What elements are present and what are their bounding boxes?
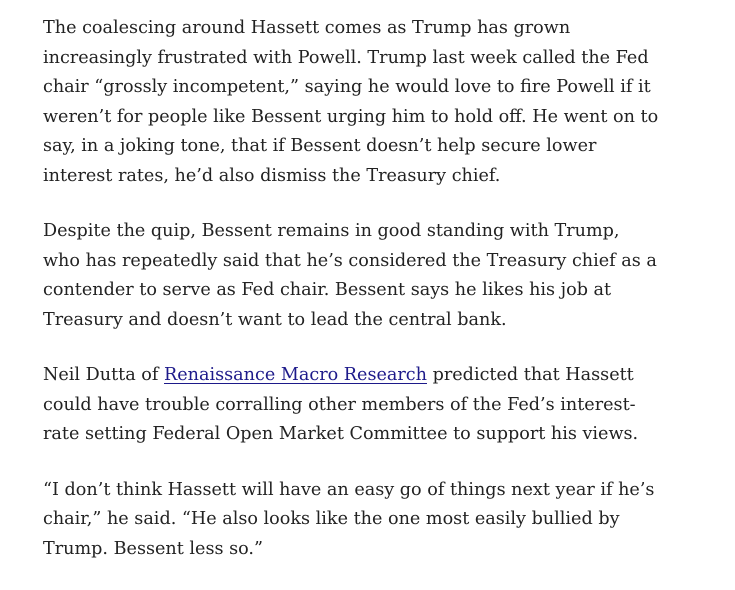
text-line: weren’t for people like Bessent urging h… (43, 106, 659, 127)
text-line: who has repeatedly said that he’s consid… (43, 250, 657, 271)
article-body: The coalescing around Hassett comes as T… (43, 14, 658, 590)
paragraph-3: Neil Dutta of Renaissance Macro Research… (43, 361, 658, 450)
text-after-link: predicted that Hassett (427, 365, 634, 385)
text-line: chair,” he said. “He also looks like the… (43, 509, 620, 529)
text-line: could have trouble corralling other memb… (43, 394, 636, 415)
text-line: Trump. Bessent less so.” (43, 538, 263, 559)
text-line: contender to serve as Fed chair. Bessent… (43, 280, 612, 300)
text-line: Despite the quip, Bessent remains in goo… (43, 221, 620, 241)
paragraph-1: The coalescing around Hassett comes as T… (43, 14, 658, 191)
text-line: The coalescing around Hassett comes as T… (43, 18, 571, 38)
text-line: interest rates, he’d also dismiss the Tr… (43, 165, 501, 186)
text-line: Treasury and doesn’t want to lead the ce… (43, 309, 507, 330)
paragraph-2: Despite the quip, Bessent remains in goo… (43, 217, 658, 335)
text-before-link: Neil Dutta of (43, 365, 165, 385)
text-line: Neil Dutta of Renaissance Macro Research… (43, 361, 658, 391)
text-line: “I don’t think Hassett will have an easy… (43, 479, 655, 500)
text-line: increasingly frustrated with Powell. Tru… (43, 47, 649, 68)
renaissance-macro-research-link[interactable]: Renaissance Macro Research (164, 365, 427, 385)
text-line: chair “grossly incompetent,” saying he w… (43, 77, 651, 97)
text-line: rate setting Federal Open Market Committ… (43, 424, 639, 444)
paragraph-4: “I don’t think Hassett will have an easy… (43, 476, 658, 565)
text-line: say, in a joking tone, that if Bessent d… (43, 136, 597, 156)
